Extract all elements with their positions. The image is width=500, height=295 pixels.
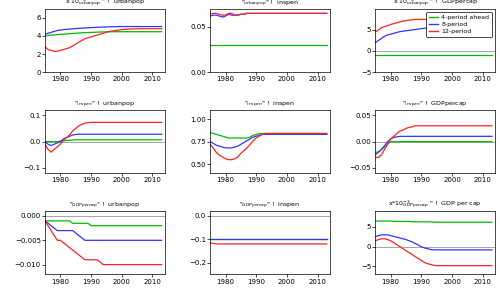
Title: "$_{inspen}$" !  inspen: "$_{inspen}$" ! inspen (244, 100, 296, 110)
Title: "$_{inspen}$" !  GDPpercap: "$_{inspen}$" ! GDPpercap (402, 100, 468, 110)
Title: "$_{GDPpercap}$" !  inspen: "$_{GDPpercap}$" ! inspen (240, 201, 300, 211)
Title: x 10$^{-3}_{urbanpop}$ " !  GDPpercap: x 10$^{-3}_{urbanpop}$ " ! GDPpercap (392, 0, 478, 9)
Title: x 10$^{-3}_{urbanpop}$ " !  urbanpop: x 10$^{-3}_{urbanpop}$ " ! urbanpop (65, 0, 145, 9)
Title: "$_{GDPpercap}$" !  urbanpop: "$_{GDPpercap}$" ! urbanpop (70, 201, 140, 211)
Title: "$_{inspen}$" !  urbanpop: "$_{inspen}$" ! urbanpop (74, 100, 135, 110)
Title: x*10$^{-3}_{GDPpercap}$ " !  GDP per cap: x*10$^{-3}_{GDPpercap}$ " ! GDP per cap (388, 199, 482, 211)
Title: "$_{urbanpop}$" !  inspen: "$_{urbanpop}$" ! inspen (241, 0, 299, 9)
Legend: 4-period ahead, 8-period, 12-period: 4-period ahead, 8-period, 12-period (426, 12, 492, 37)
